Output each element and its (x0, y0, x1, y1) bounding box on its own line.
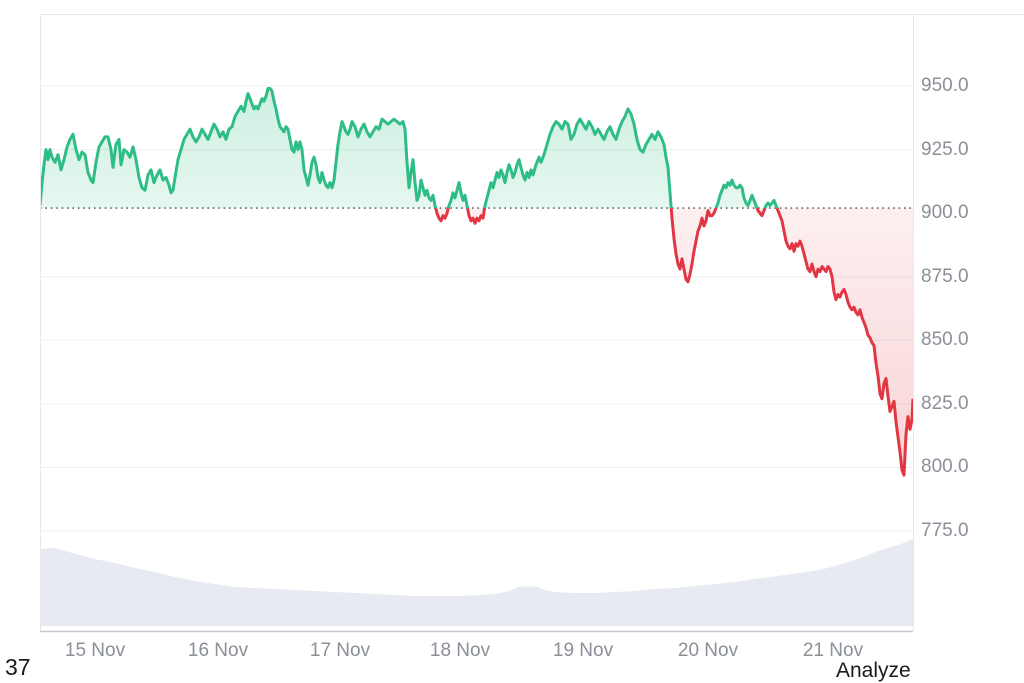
grid-lines (40, 85, 913, 532)
y-axis-label-850[interactable]: 850.0 (921, 329, 969, 351)
y-axis-label-825[interactable]: 825.0 (921, 392, 969, 414)
x-axis-label-18-nov[interactable]: 18 Nov (429, 640, 491, 661)
y-axis-label-925[interactable]: 925.0 (921, 138, 969, 160)
price-line-down (434, 208, 913, 477)
x-axis-label-15-nov[interactable]: 15 Nov (64, 640, 126, 661)
footer-count-text: 37 (5, 654, 31, 680)
y-axis-label-875[interactable]: 875.0 (921, 265, 969, 287)
x-axis-label-21-nov[interactable]: 21 Nov (802, 640, 864, 661)
x-axis-label-16-nov[interactable]: 16 Nov (187, 640, 249, 661)
y-axis-label-900[interactable]: 900.0 (921, 202, 969, 224)
panel-borders (40, 14, 1024, 633)
y-axis-label-775[interactable]: 775.0 (921, 520, 969, 542)
y-axis-label-950[interactable]: 950.0 (921, 75, 969, 96)
x-axis-label-20-nov[interactable]: 20 Nov (677, 640, 739, 661)
navigator-area[interactable] (40, 539, 913, 626)
y-axis-label-800[interactable]: 800.0 (921, 456, 969, 478)
price-area-up (40, 88, 778, 209)
price-area-down (40, 208, 913, 476)
price-line-up (40, 87, 779, 209)
x-axis-label-19-nov[interactable]: 19 Nov (552, 640, 614, 661)
x-axis-label-17-nov[interactable]: 17 Nov (309, 640, 371, 661)
analyze-button[interactable]: Analyze (836, 659, 911, 682)
